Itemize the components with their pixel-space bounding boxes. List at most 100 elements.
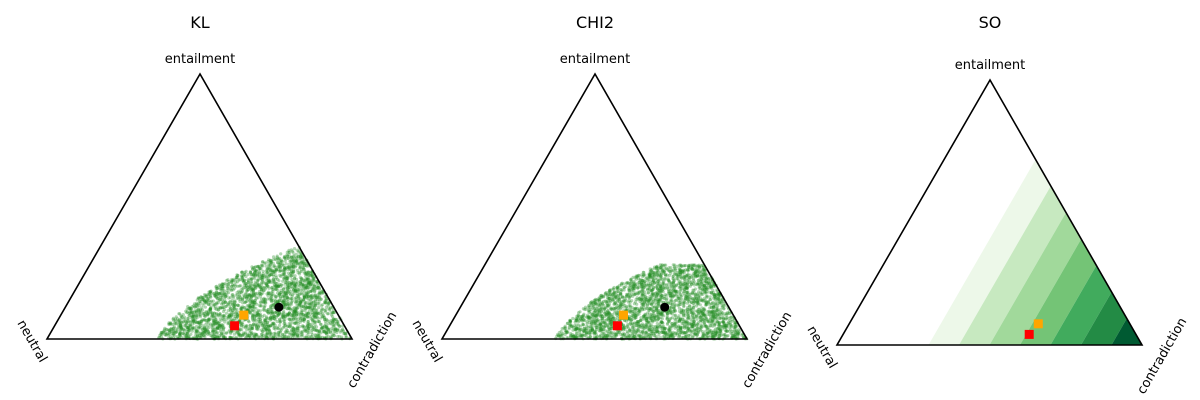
- sample-point: [683, 297, 688, 301]
- sample-point: [296, 271, 300, 275]
- sample-point: [336, 323, 340, 327]
- sample-point: [319, 327, 323, 331]
- sample-point: [270, 304, 274, 308]
- sample-point: [342, 331, 346, 335]
- sample-point: [698, 269, 703, 273]
- sample-point: [209, 299, 214, 303]
- sample-point: [272, 335, 276, 339]
- sample-point: [581, 323, 585, 327]
- sample-point: [221, 323, 225, 327]
- sample-point: [292, 267, 296, 272]
- sample-point: [308, 306, 312, 310]
- sample-point: [246, 272, 250, 276]
- sample-point: [274, 284, 278, 288]
- sample-point: [212, 329, 216, 333]
- sample-point: [283, 304, 287, 308]
- sample-point: [305, 322, 309, 326]
- sample-point: [314, 325, 319, 329]
- sample-point: [297, 293, 301, 297]
- sample-point: [255, 273, 259, 277]
- sample-point: [186, 317, 190, 321]
- sample-point: [237, 304, 241, 308]
- sample-point: [257, 323, 261, 327]
- sample-point: [239, 297, 243, 301]
- sample-point: [222, 315, 226, 319]
- sample-point: [297, 332, 301, 336]
- sample-point: [301, 308, 305, 313]
- sample-point: [249, 295, 254, 299]
- sample-point: [213, 303, 217, 307]
- sample-point: [179, 335, 183, 339]
- sample-point: [303, 313, 308, 317]
- sample-point: [273, 325, 277, 329]
- sample-point: [271, 258, 275, 262]
- sample-point: [302, 318, 306, 322]
- sample-point: [291, 312, 295, 316]
- sample-point: [304, 270, 309, 274]
- sample-point: [266, 331, 270, 336]
- sample-point: [335, 328, 339, 332]
- point-marker-circle: [274, 302, 284, 312]
- sample-point: [298, 281, 302, 286]
- sample-point: [299, 330, 303, 334]
- sample-point: [169, 322, 173, 326]
- sample-point: [293, 328, 297, 332]
- sample-point: [204, 329, 208, 334]
- sample-point: [232, 313, 236, 317]
- sample-point: [624, 294, 629, 298]
- sample-point: [690, 322, 694, 327]
- sample-point: [185, 330, 189, 334]
- sample-point: [724, 313, 728, 317]
- sample-point: [324, 297, 328, 302]
- sample-point: [179, 323, 183, 327]
- sample-point: [286, 268, 290, 272]
- sample-point: [283, 256, 287, 260]
- sample-point: [304, 300, 308, 304]
- sample-point: [261, 286, 265, 290]
- sample-point: [285, 306, 289, 311]
- sample-point: [248, 270, 252, 274]
- sample-point: [246, 278, 250, 282]
- sample-point: [211, 314, 215, 318]
- sample-point: [222, 318, 226, 322]
- sample-point: [249, 277, 254, 281]
- sample-point: [221, 285, 225, 289]
- sample-point: [171, 316, 175, 320]
- sample-point: [241, 305, 245, 309]
- sample-point: [699, 277, 704, 281]
- sample-point: [281, 335, 285, 339]
- sample-point: [209, 308, 213, 312]
- sample-point: [292, 276, 297, 281]
- sample-point: [227, 296, 231, 300]
- sample-point: [290, 280, 294, 284]
- sample-point: [219, 296, 223, 300]
- sample-point: [288, 306, 292, 310]
- sample-point: [711, 305, 716, 309]
- sample-point: [656, 304, 660, 308]
- sample-point: [302, 279, 307, 283]
- sample-point: [261, 329, 265, 333]
- sample-point: [222, 326, 226, 330]
- sample-point: [274, 283, 278, 288]
- sample-point: [225, 282, 229, 286]
- sample-point: [270, 269, 274, 273]
- sample-point: [210, 314, 214, 318]
- sample-point: [240, 321, 244, 325]
- sample-point: [301, 278, 305, 282]
- sample-point: [279, 274, 283, 279]
- sample-point: [287, 306, 291, 310]
- sample-point: [234, 293, 238, 297]
- sample-point: [285, 265, 290, 269]
- sample-point: [705, 312, 710, 317]
- sample-point: [317, 287, 321, 291]
- sample-point: [171, 332, 175, 336]
- sample-point: [273, 277, 278, 281]
- sample-point: [289, 255, 293, 259]
- sample-point: [323, 299, 327, 303]
- sample-point: [284, 276, 289, 281]
- sample-point: [319, 291, 323, 295]
- sample-point: [306, 331, 310, 335]
- sample-point: [276, 291, 280, 295]
- sample-point: [270, 273, 274, 277]
- sample-point: [226, 303, 230, 307]
